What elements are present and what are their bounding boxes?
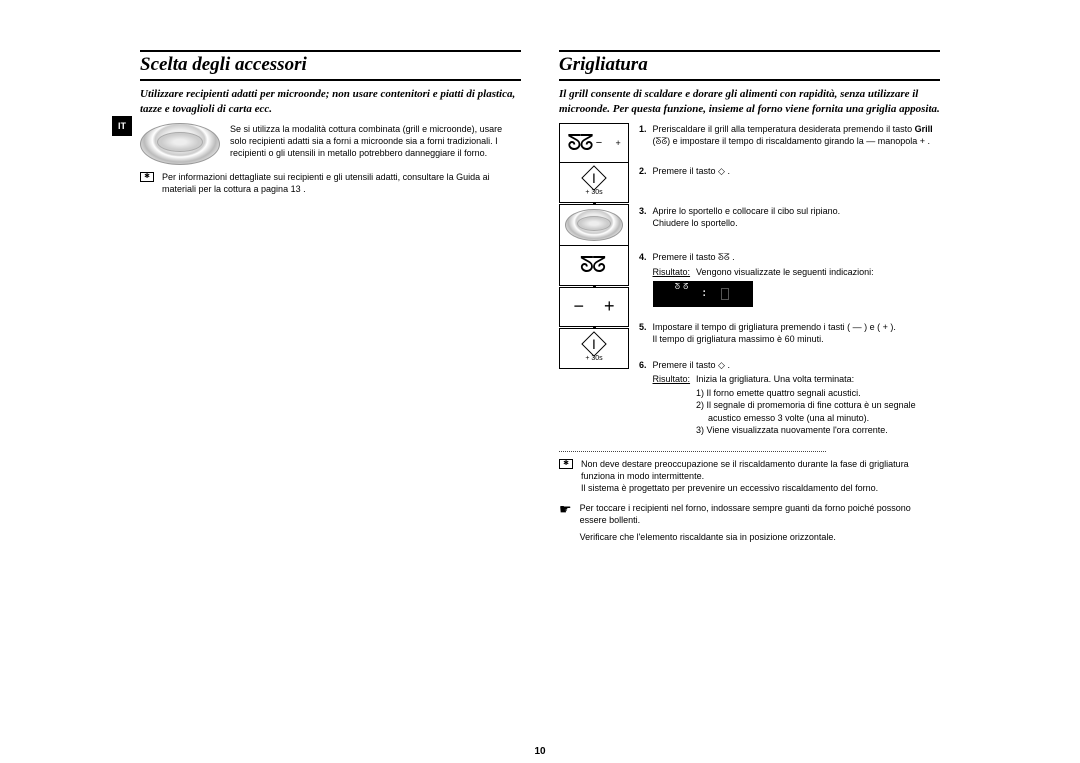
time-adjust-icon: −+ [559,287,629,327]
info-note-text: Per informazioni dettagliate sui recipie… [162,171,521,195]
step-6: 6. Premere il tasto ◇ . Risultato: Inizi… [639,359,940,436]
accessory-row: Se si utilizza la modalità cottura combi… [140,123,521,165]
language-tag: IT [112,116,132,136]
combined-mode-note: Se si utilizza la modalità cottura combi… [230,123,521,159]
note-box-icon: ✱ [559,459,573,469]
step-texts-column: 1. Preriscaldare il grill alla temperatu… [639,123,940,446]
pointer-hand-icon: ☛ [559,502,572,516]
step-number: 5. [639,321,647,345]
left-column: IT Scelta degli accessori Utilizzare rec… [140,50,521,733]
step-4: 4. Premere il tasto ᘕᘔ . Risultato: Veng… [639,251,940,306]
separator-dot-3 [593,326,596,329]
result-label: Risultato: [653,266,691,278]
step-number: 3. [639,205,647,229]
step-body: Impostare il tempo di grigliatura premen… [653,321,940,345]
food-plate-icon [559,204,629,246]
manual-page: IT Scelta degli accessori Utilizzare rec… [140,50,940,733]
step-body: Aprire lo sportello e collocare il cibo … [653,205,940,229]
turntable-plate-icon [140,123,220,165]
divider [559,451,826,452]
page-number: 10 [534,746,545,757]
oven-display-icon: ᘕᘔ : [653,281,753,307]
step-icons-column: ᘕᘔ− + | + 30s ᘕᘔ −+ [559,123,629,446]
start-button-icon: | + 30s [559,163,629,203]
separator-dot [593,202,596,205]
step-body: Premere il tasto ◇ . Risultato: Inizia l… [653,359,940,436]
left-intro: Utilizzare recipienti adatti per microon… [140,87,521,117]
separator-dot-2 [593,285,596,288]
step-3: 3. Aprire lo sportello e collocare il ci… [639,205,940,229]
step-2: 2. Premere il tasto ◇ . [639,165,940,177]
step-5: 5. Impostare il tempo di grigliatura pre… [639,321,940,345]
step-number: 2. [639,165,647,177]
steps-container: ᘕᘔ− + | + 30s ᘕᘔ −+ [559,123,940,446]
grill-button-icon-2: ᘕᘔ [559,246,629,286]
note-box-icon: ✱ [140,172,154,182]
intermittent-heating-note: ✱ Non deve destare preoccupazione se il … [559,458,940,494]
step-number: 6. [639,359,647,436]
right-heading: Grigliatura [559,50,940,81]
grill-button-icon: ᘕᘔ− + [559,123,629,163]
left-heading: Scelta degli accessori [140,50,521,81]
step-body: Preriscaldare il grill alla temperatura … [653,123,940,147]
step-number: 4. [639,251,647,306]
gloves-warning: ☛ Per toccare i recipienti nel forno, in… [559,502,940,542]
step-1: 1. Preriscaldare il grill alla temperatu… [639,123,940,147]
result-label: Risultato: [653,373,691,436]
right-intro: Il grill consente di scaldare e dorare g… [559,87,940,117]
step-body: Premere il tasto ◇ . [653,165,940,177]
step-number: 1. [639,123,647,147]
start-button-icon-2: | + 30s [559,328,629,369]
info-note-row: ✱ Per informazioni dettagliate sui recip… [140,171,521,195]
right-column: Grigliatura Il grill consente di scaldar… [559,50,940,733]
step-body: Premere il tasto ᘕᘔ . Risultato: Vengono… [653,251,940,306]
